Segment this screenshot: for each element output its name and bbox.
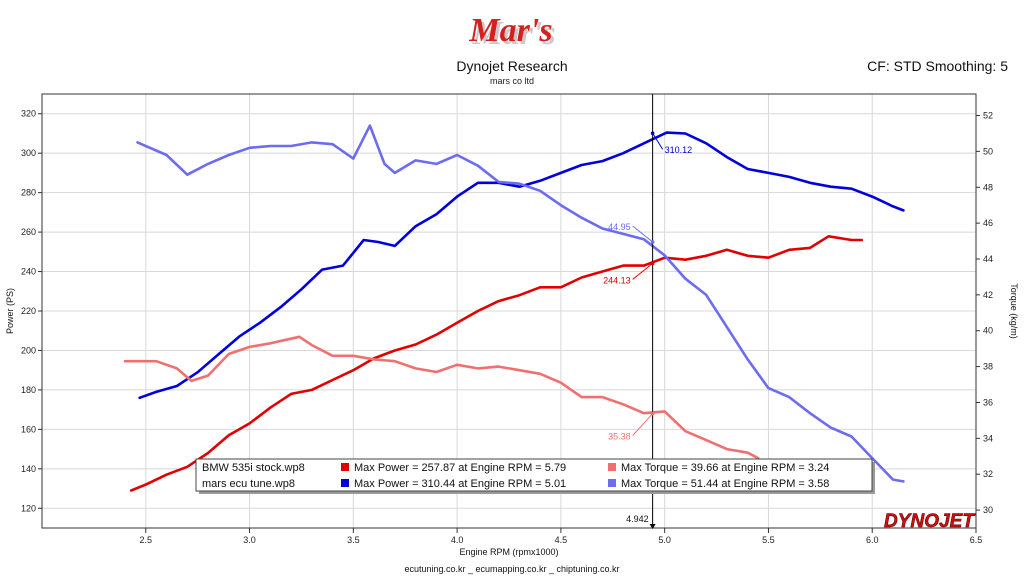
y-tick-label: 120: [21, 503, 36, 513]
y2-tick-label: 34: [983, 433, 993, 443]
y-tick-label: 320: [21, 109, 36, 119]
y2-tick-label: 48: [983, 182, 993, 192]
x-tick-label: 6.0: [866, 535, 879, 545]
footer-text: ecutuning.co.kr _ ecumapping.co.kr _ chi…: [404, 564, 620, 574]
legend-torque-swatch: [608, 463, 616, 471]
legend: BMW 535i stock.wp8 Max Power = 257.87 at …: [195, 458, 875, 494]
y2-tick-label: 42: [983, 290, 993, 300]
series-line-tuned-power: [138, 131, 905, 400]
annotation-label-stock-power: 244.13: [603, 275, 631, 285]
y-tick-label: 140: [21, 464, 36, 474]
legend-run-name: mars ecu tune.wp8: [202, 478, 295, 490]
series-layer: [123, 124, 905, 492]
y2-tick-label: 32: [983, 469, 993, 479]
axes: 2.5 3.0 3.5 4.0 4.5 5.0 5.5 6.0 6.5 120 140 160 180 2…: [5, 93, 1019, 557]
y2-tick-label: 52: [983, 111, 993, 121]
annotation-label-tuned-torque: 44.95: [608, 222, 631, 232]
y2-tick-label: 44: [983, 254, 993, 264]
legend-torque-text: Max Torque = 39.66 at Engine RPM = 3.24: [621, 462, 829, 474]
annotation-point-stock-torque: [650, 411, 655, 416]
svg-text:Mar's: Mar's: [471, 15, 555, 52]
y-tick-label: 280: [21, 188, 36, 198]
x-axis-label: Engine RPM (rpmx1000): [459, 547, 558, 557]
x-tick-label: 4.5: [555, 535, 568, 545]
y-tick-label: 180: [21, 385, 36, 395]
x-tick-label: 2.5: [140, 535, 153, 545]
annotation-label-stock-torque: 35.38: [608, 432, 631, 442]
legend-run-name: BMW 535i stock.wp8: [202, 462, 305, 474]
x-tick-label: 5.0: [658, 535, 671, 545]
annotation-arrow-tuned-torque: [632, 225, 653, 243]
chart-subtitle: mars co ltd: [489, 76, 534, 86]
legend-power-text: Max Power = 310.44 at Engine RPM = 5.01: [354, 478, 566, 490]
series-line-tuned-torque: [136, 124, 905, 483]
annotation-point-tuned-power: [650, 131, 655, 136]
y-tick-label: 200: [21, 345, 36, 355]
legend-power-swatch: [341, 463, 349, 471]
legend-power-swatch: [341, 479, 349, 487]
mars-logo: Mar's Mar's: [468, 12, 555, 52]
svg-text:Mar's: Mar's: [468, 12, 552, 49]
y2-axis-label: Torque (kg/m): [1009, 283, 1019, 339]
x-tick-label: 3.5: [347, 535, 360, 545]
annotation-arrow-stock-power: [632, 263, 653, 280]
x-tick-label: 3.0: [243, 535, 256, 545]
cursor-value-label: 4.942: [626, 514, 649, 524]
y-tick-label: 260: [21, 227, 36, 237]
legend-torque-swatch: [608, 479, 616, 487]
annotations: 4.942 310.12 44.95 244.13 35.38: [603, 94, 692, 529]
annotation-arrow-stock-torque: [632, 413, 653, 436]
annotation-point-stock-power: [650, 261, 655, 266]
x-tick-label: 4.0: [451, 535, 464, 545]
svg-text:DYNOJET: DYNOJET: [884, 511, 975, 531]
y2-tick-label: 46: [983, 218, 993, 228]
y2-tick-label: 30: [983, 505, 993, 515]
chart-title: Dynojet Research: [456, 58, 568, 74]
y2-tick-label: 38: [983, 362, 993, 372]
y-tick-label: 300: [21, 148, 36, 158]
legend-power-text: Max Power = 257.87 at Engine RPM = 5.79: [354, 462, 566, 474]
y-tick-label: 160: [21, 424, 36, 434]
annotation-label-tuned-power: 310.12: [665, 145, 693, 155]
x-tick-label: 5.5: [762, 535, 775, 545]
series-line-stock-power: [129, 235, 864, 492]
y-tick-label: 240: [21, 267, 36, 277]
grid: [42, 94, 976, 528]
series-line-stock-torque: [123, 335, 760, 460]
x-tick-label: 6.5: [970, 535, 983, 545]
legend-box: [195, 458, 873, 492]
y2-tick-label: 40: [983, 326, 993, 336]
y-axis-label: Power (PS): [5, 288, 15, 334]
y-tick-label: 220: [21, 306, 36, 316]
y2-tick-label: 50: [983, 146, 993, 156]
y2-tick-label: 36: [983, 397, 993, 407]
annotation-arrow-tuned-power: [652, 132, 664, 150]
annotation-point-tuned-torque: [650, 240, 655, 244]
cursor-marker: [649, 524, 656, 529]
dynojet-brand-logo: DYNOJET: [884, 511, 976, 531]
cf-smoothing-label: CF: STD Smoothing: 5: [867, 58, 1008, 74]
legend-torque-text: Max Torque = 51.44 at Engine RPM = 3.58: [621, 478, 829, 490]
